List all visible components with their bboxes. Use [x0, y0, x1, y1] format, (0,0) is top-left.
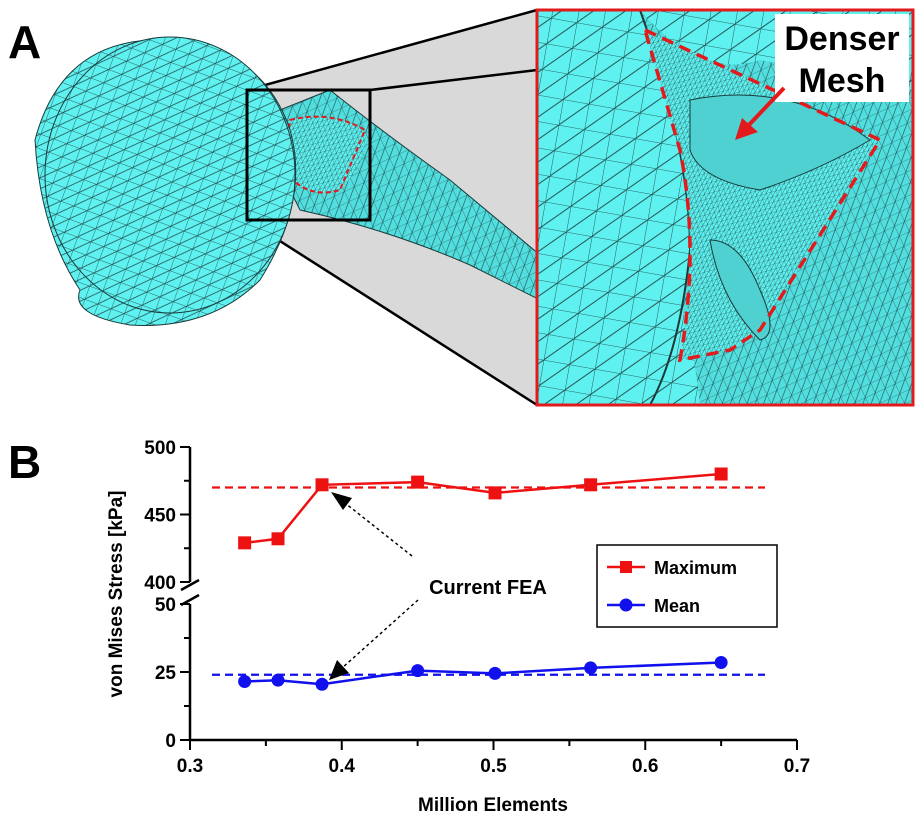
data-point-mean: [584, 661, 598, 675]
data-point-maximum: [271, 532, 285, 546]
y-tick-label: 50: [155, 595, 176, 616]
axis-break-mark: [180, 593, 200, 607]
x-tick-label: 0.4: [329, 756, 356, 777]
zoom-lower-groove: [709, 239, 771, 341]
data-point-maximum: [315, 478, 329, 492]
y-tick-label: 400: [144, 573, 176, 594]
data-point-mean: [488, 666, 502, 680]
zoom-frame: [535, 8, 915, 407]
callout-arrow-shaft: [744, 86, 786, 130]
zoom-groove: [689, 94, 871, 191]
zoom-dense-outline: [642, 26, 883, 363]
data-point-maximum: [488, 486, 502, 500]
x-tick-label: 0.3: [177, 756, 203, 777]
data-point-mean: [714, 655, 728, 669]
callout-arrow-head: [735, 118, 758, 140]
y-axis-title: von Mises Stress [kPa]: [106, 491, 127, 698]
mesh-dense-region-small: [285, 116, 366, 193]
y-tick-label: 450: [144, 506, 176, 527]
funnel-edge-bottom: [246, 218, 538, 407]
legend-marker-mean: [619, 598, 633, 612]
series-line-mean: [244, 661, 722, 686]
callout-background: [775, 14, 909, 102]
annotation-arrow-lower-head: [329, 660, 349, 680]
dense-outline-small: [283, 115, 367, 194]
data-point-maximum: [238, 536, 252, 550]
legend-marker-maximum: [620, 561, 632, 573]
data-point-mean: [271, 673, 285, 687]
x-tick-label: 0.5: [480, 756, 507, 777]
y-tick-label: 0: [165, 731, 176, 752]
zoom-view: [537, 10, 913, 405]
mesh-sphere: [44, 36, 296, 314]
panel-a: A Denser Mesh: [8, 8, 915, 407]
panel-b-label: B: [8, 436, 41, 488]
legend: Maximum Mean: [596, 544, 778, 628]
legend-box: [596, 544, 778, 628]
axis-break-mark: [180, 578, 200, 592]
data-point-maximum: [411, 475, 425, 489]
x-tick-label: 0.6: [632, 756, 658, 777]
reference-lines: [212, 486, 765, 676]
callout-line-2: Mesh: [799, 62, 886, 100]
annotation-current-fea: Current FEA: [429, 577, 547, 599]
data-point-mean: [411, 664, 425, 678]
y-tick-label: 25: [155, 663, 177, 684]
data-point-mean: [315, 677, 329, 691]
funnel-edge-top: [246, 8, 538, 92]
zoom-box-small: [245, 88, 372, 222]
series-layer: [238, 467, 728, 691]
y-tick-label: 500: [144, 438, 176, 459]
x-tick-label: 0.7: [784, 756, 810, 777]
data-point-mean: [238, 675, 252, 689]
annotation-arrow-upper-head: [331, 492, 352, 510]
annotation-arrow-lower: [341, 599, 419, 669]
funnel-edge-top-right: [369, 68, 538, 92]
legend-label-mean: Mean: [654, 596, 700, 616]
data-point-maximum: [714, 467, 728, 481]
callout-line-1: Denser: [784, 20, 899, 58]
panel-a-label: A: [8, 16, 41, 68]
x-axis-title: Million Elements: [418, 795, 568, 816]
annotation-arrow-upper: [344, 502, 413, 557]
legend-label-maximum: Maximum: [654, 558, 737, 578]
data-point-maximum: [584, 478, 598, 492]
